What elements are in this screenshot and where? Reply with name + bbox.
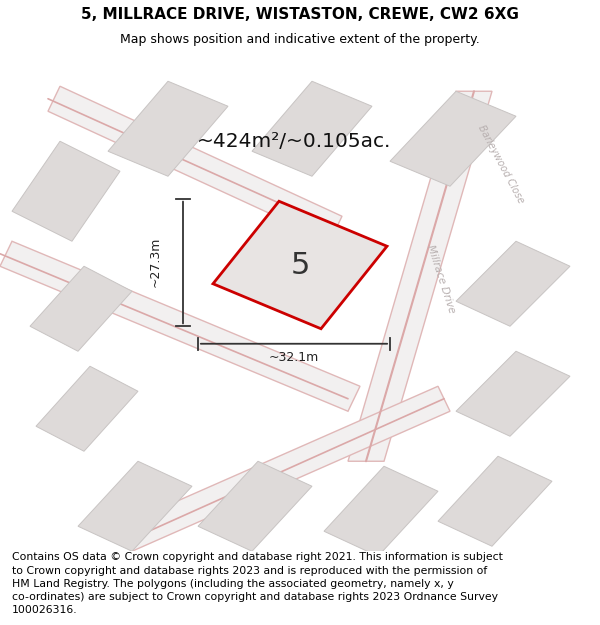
Text: ~27.3m: ~27.3m — [148, 237, 161, 288]
Polygon shape — [324, 466, 438, 556]
Text: ~424m²/~0.105ac.: ~424m²/~0.105ac. — [197, 132, 391, 151]
Polygon shape — [438, 456, 552, 546]
Polygon shape — [456, 351, 570, 436]
Polygon shape — [108, 81, 228, 176]
Text: Contains OS data © Crown copyright and database right 2021. This information is : Contains OS data © Crown copyright and d… — [12, 552, 503, 615]
Polygon shape — [30, 266, 132, 351]
Polygon shape — [198, 461, 312, 551]
Text: Barleywood Close: Barleywood Close — [476, 123, 526, 204]
Polygon shape — [390, 91, 516, 186]
Polygon shape — [36, 366, 138, 451]
Text: 5: 5 — [290, 251, 310, 279]
Polygon shape — [348, 91, 492, 461]
Text: 5, MILLRACE DRIVE, WISTASTON, CREWE, CW2 6XG: 5, MILLRACE DRIVE, WISTASTON, CREWE, CW2… — [81, 7, 519, 22]
Polygon shape — [120, 386, 450, 551]
Polygon shape — [456, 241, 570, 326]
Polygon shape — [252, 81, 372, 176]
Text: Map shows position and indicative extent of the property.: Map shows position and indicative extent… — [120, 34, 480, 46]
Text: Millrace Drive: Millrace Drive — [425, 243, 457, 314]
Polygon shape — [48, 86, 342, 241]
Polygon shape — [213, 201, 387, 329]
Text: ~32.1m: ~32.1m — [269, 351, 319, 364]
Polygon shape — [0, 241, 360, 411]
Polygon shape — [12, 141, 120, 241]
Polygon shape — [78, 461, 192, 551]
